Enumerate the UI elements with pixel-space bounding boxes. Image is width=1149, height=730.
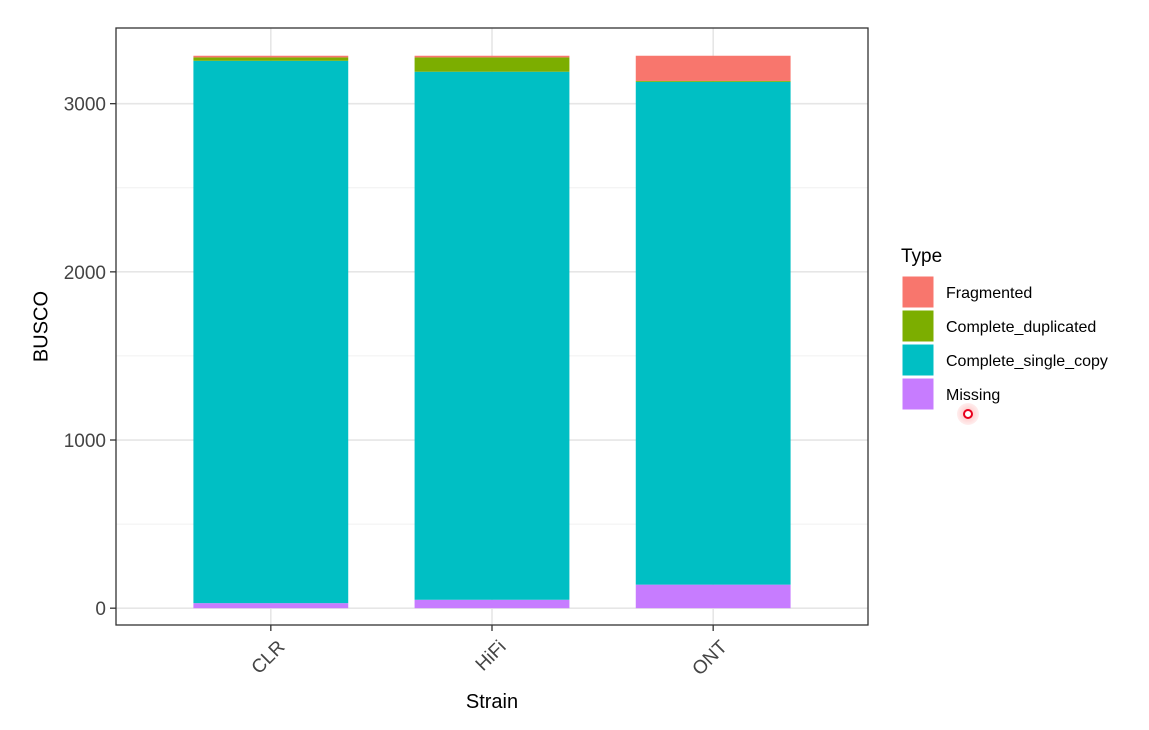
bar-segment-hifi-complete-duplicated bbox=[414, 57, 570, 72]
legend: Type Fragmented Complete_duplicated Comple… bbox=[901, 246, 1108, 411]
bar-segment-hifi-fragmented bbox=[414, 55, 570, 58]
bar-segment-ont-fragmented bbox=[635, 55, 791, 81]
bar-segment-clr-complete-single-copy bbox=[193, 60, 349, 604]
legend-key-complete-single-copy bbox=[901, 343, 935, 377]
legend-label-complete-duplicated: Complete_duplicated bbox=[946, 319, 1096, 336]
y-tick-label: 1000 bbox=[64, 431, 106, 452]
bar-segment-hifi-missing bbox=[414, 599, 570, 609]
bar-segment-ont-missing bbox=[635, 584, 791, 609]
bar-segment-clr-fragmented bbox=[193, 55, 349, 58]
bar-segment-ont-complete-single-copy bbox=[635, 81, 791, 585]
legend-key-complete-duplicated bbox=[901, 309, 935, 343]
x-tick-label: CLR bbox=[248, 637, 290, 679]
legend-key-missing bbox=[901, 377, 935, 411]
legend-title: Type bbox=[901, 246, 942, 267]
x-tick-label: HiFi bbox=[472, 637, 511, 676]
bars bbox=[193, 55, 791, 609]
legend-key-fragmented bbox=[901, 275, 935, 309]
y-tick-label: 0 bbox=[95, 599, 106, 620]
y-tick-label: 2000 bbox=[64, 263, 106, 284]
x-tick-label: ONT bbox=[689, 636, 732, 679]
bar-segment-hifi-complete-single-copy bbox=[414, 71, 570, 600]
y-axis: 0 1000 2000 3000 bbox=[64, 95, 116, 620]
x-axis: CLR HiFi ONT bbox=[248, 625, 732, 680]
bar-segment-clr-missing bbox=[193, 603, 349, 609]
legend-label-fragmented: Fragmented bbox=[946, 285, 1032, 302]
y-tick-label: 3000 bbox=[64, 95, 106, 116]
legend-label-missing: Missing bbox=[946, 387, 1000, 404]
bar-segment-ont-complete-duplicated bbox=[635, 80, 791, 82]
legend-label-complete-single-copy: Complete_single_copy bbox=[946, 353, 1108, 370]
y-axis-title: BUSCO bbox=[30, 291, 52, 362]
bar-segment-clr-complete-duplicated bbox=[193, 57, 349, 61]
mouse-cursor-indicator bbox=[957, 403, 979, 425]
x-axis-title: Strain bbox=[466, 691, 518, 713]
